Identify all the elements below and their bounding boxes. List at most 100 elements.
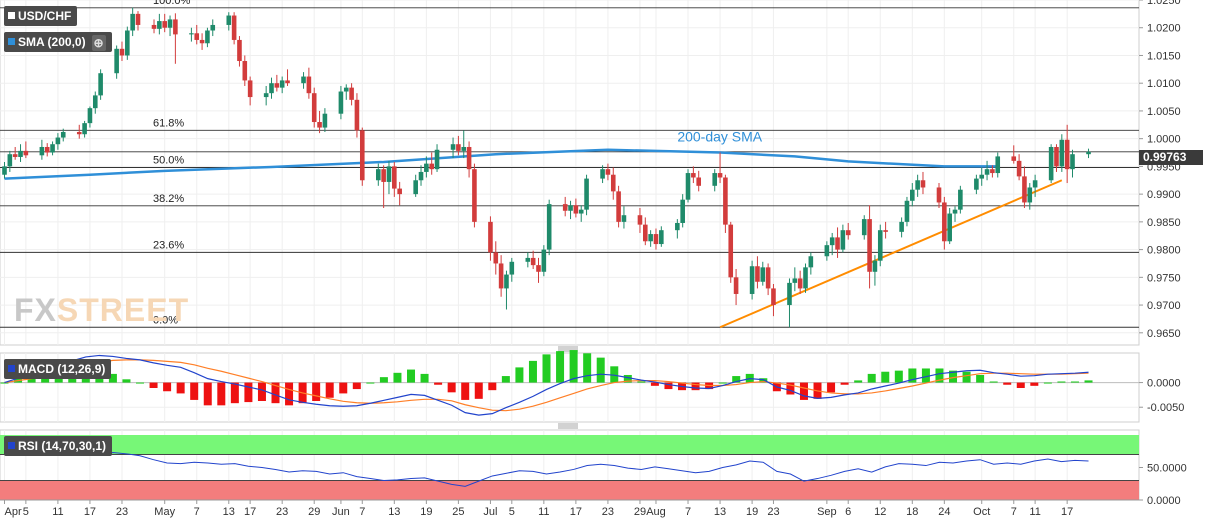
candle-body <box>82 123 87 135</box>
macd-tick-label: 0.0000 <box>1147 378 1181 390</box>
logo-street: STREET <box>56 292 190 328</box>
macd-histogram-bar <box>908 368 917 383</box>
symbol-square-icon <box>8 12 15 19</box>
rsi-indicator-label[interactable]: RSI (14,70,30,1) <box>4 436 113 456</box>
candle-body <box>60 132 66 138</box>
candle-body <box>562 204 568 211</box>
x-tick-label: Apr <box>5 506 22 518</box>
x-tick-label: 23 <box>276 506 288 518</box>
candle-body <box>829 237 835 246</box>
sma-color-icon <box>8 38 15 45</box>
macd-histogram-bar <box>312 382 321 402</box>
candle-body <box>1016 160 1022 177</box>
candle-body <box>44 146 50 153</box>
x-tick-label: 17 <box>1061 506 1073 518</box>
candle-body <box>50 144 55 153</box>
macd-histogram-bar <box>325 382 334 398</box>
macd-histogram-bar <box>190 382 199 400</box>
candle-body <box>717 173 723 178</box>
candle-body <box>119 48 125 56</box>
candle-body <box>947 213 952 242</box>
macd-indicator-label[interactable]: MACD (12,26,9) <box>4 359 112 379</box>
x-tick-label: Jun <box>332 506 350 518</box>
candle-body <box>920 180 926 188</box>
support-trendline <box>719 179 1063 329</box>
macd-histogram-bar <box>935 368 944 383</box>
candle-body <box>376 169 381 181</box>
symbol-label[interactable]: USD/CHF <box>4 6 78 26</box>
fib-label: 0.0% <box>153 314 178 326</box>
candle-body <box>247 80 253 98</box>
macd-histogram-bar <box>1057 381 1066 383</box>
candle-body <box>995 156 1001 174</box>
price-tick-label: 1.0000 <box>1147 134 1181 146</box>
candle-body <box>659 230 664 245</box>
candle-body <box>990 169 995 174</box>
sma-indicator-label[interactable]: SMA (200,0) ⊕ <box>4 32 112 52</box>
logo-fx: FX <box>14 292 57 328</box>
macd-text: MACD (12,26,9) <box>18 362 106 376</box>
candle-body <box>723 177 728 225</box>
x-tick-label: 18 <box>906 506 918 518</box>
candle-body <box>1048 146 1054 181</box>
candle-body <box>808 256 814 268</box>
candle-body <box>498 263 504 289</box>
macd-histogram-bar <box>921 368 930 383</box>
candle-body <box>114 48 119 74</box>
candle-body <box>189 33 194 35</box>
macd-histogram-bar <box>637 381 646 383</box>
candle-body <box>343 87 349 92</box>
price-tick-label: 1.0200 <box>1147 23 1181 35</box>
x-tick-label: 7 <box>194 506 200 518</box>
price-tick-label: 1.0100 <box>1147 78 1181 90</box>
macd-histogram-bar <box>989 381 998 383</box>
candle-body <box>691 173 696 178</box>
candle-body <box>242 61 248 81</box>
macd-histogram-bar <box>420 373 429 383</box>
candle-body <box>835 237 840 250</box>
sma-add-icon[interactable]: ⊕ <box>91 34 106 51</box>
macd-histogram-bar <box>244 382 253 403</box>
macd-histogram-bar <box>854 380 863 383</box>
candle-body <box>760 267 766 282</box>
candle-body <box>23 150 29 156</box>
macd-histogram-bar <box>1016 382 1025 388</box>
macd-histogram-bar <box>650 382 659 386</box>
macd-histogram-bar <box>176 382 185 394</box>
candle-body <box>269 83 274 94</box>
macd-histogram-bar <box>1030 382 1039 386</box>
x-tick-label: Sep <box>817 506 837 518</box>
price-tick-label: 0.9850 <box>1147 217 1181 229</box>
candle-body <box>18 150 23 157</box>
candle-body <box>167 19 173 28</box>
macd-histogram-bar <box>0 382 9 384</box>
x-tick-label: 17 <box>244 506 256 518</box>
candle-body <box>541 249 547 272</box>
candle-body <box>765 267 771 289</box>
macd-histogram-bar <box>786 382 795 395</box>
sma-text: SMA (200,0) <box>18 35 86 49</box>
rsi-color-icon <box>8 442 15 449</box>
candle-body <box>392 166 397 189</box>
candle-body <box>493 252 499 264</box>
x-tick-label: 29 <box>308 506 320 518</box>
macd-histogram-bar <box>149 382 158 388</box>
x-tick-label: 13 <box>714 506 726 518</box>
candle-body <box>530 257 536 266</box>
price-tick-label: 1.0050 <box>1147 106 1181 118</box>
macd-histogram-bar <box>217 382 226 406</box>
macd-tick-label: -0.0050 <box>1147 402 1184 414</box>
candle-body <box>450 144 456 150</box>
candle-body <box>546 204 552 250</box>
candle-body <box>883 230 888 232</box>
candle-body <box>162 21 167 28</box>
macd-histogram-bar <box>556 351 565 383</box>
macd-histogram-bar <box>528 360 537 383</box>
price-tick-label: 0.9700 <box>1147 300 1181 312</box>
macd-histogram-bar <box>257 382 266 402</box>
candle-body <box>210 24 216 31</box>
candle-body <box>1054 146 1059 167</box>
macd-histogram-bar <box>163 382 172 392</box>
candle-body <box>824 245 830 257</box>
